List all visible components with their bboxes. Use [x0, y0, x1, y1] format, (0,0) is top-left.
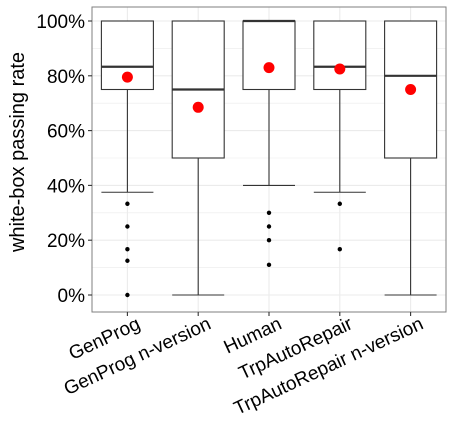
outlier-point: [125, 292, 130, 298]
box-2: [242, 19, 296, 268]
outlier-point: [266, 262, 272, 268]
mean-point: [192, 101, 204, 113]
outlier-point: [125, 224, 130, 229]
y-tick-label: 40%: [47, 176, 85, 197]
mean-point: [334, 63, 346, 75]
outlier-point: [266, 210, 272, 215]
y-tick-label: 60%: [47, 122, 85, 143]
box-0: [100, 20, 154, 298]
outlier-point: [337, 201, 342, 206]
box-4: [384, 20, 438, 296]
outlier-point: [125, 201, 130, 206]
outlier-point: [337, 247, 342, 252]
box-1: [171, 20, 225, 296]
outlier-point: [266, 238, 272, 243]
mean-point: [263, 62, 275, 74]
outlier-point: [125, 258, 130, 263]
outlier-point: [125, 247, 130, 252]
y-tick-label: 80%: [47, 67, 85, 88]
outlier-point: [266, 224, 272, 229]
y-tick-label: 20%: [47, 231, 85, 252]
box-3: [313, 20, 367, 252]
y-tick-label: 0%: [58, 286, 86, 307]
y-axis-title: white-box passing rate: [7, 52, 29, 253]
mean-point: [405, 84, 417, 95]
y-tick-label: 100%: [36, 12, 85, 33]
mean-point: [121, 71, 133, 83]
box-iqr: [313, 20, 367, 91]
box-iqr: [242, 20, 296, 91]
